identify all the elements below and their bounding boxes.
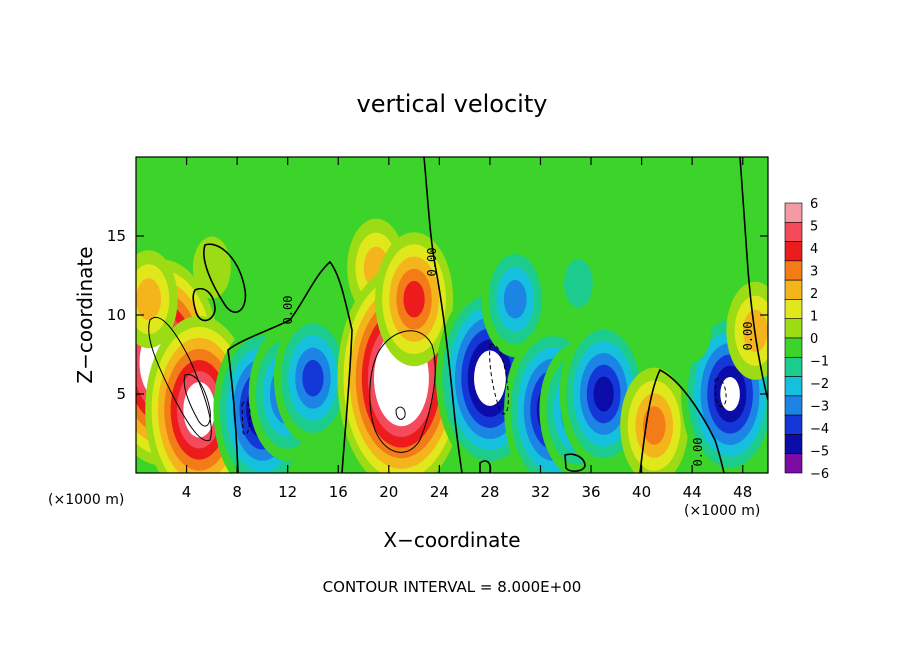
zero-contour-loop-4 <box>479 460 492 473</box>
positive-contour-left <box>148 317 212 442</box>
contour-label-1: 0.00 <box>281 296 295 325</box>
x-tick-label-20: 20 <box>379 483 398 501</box>
velocity-cell-19 <box>673 299 712 362</box>
colorbar-swatch-13 <box>784 453 803 474</box>
velocity-cell-16-band-4 <box>642 406 666 445</box>
velocity-cell-6 <box>273 311 352 446</box>
x-unit-right: (×1000 m) <box>684 503 760 519</box>
colorbar-label-2: 4 <box>810 242 818 257</box>
contour-lines-thin <box>148 317 436 453</box>
zero-contour-right <box>639 368 725 473</box>
velocity-cell-9 <box>375 232 454 367</box>
colorbar-label-8: −2 <box>810 377 829 392</box>
x-tick-label-40: 40 <box>632 483 651 501</box>
x-tick-label-32: 32 <box>531 483 550 501</box>
velocity-cell-16 <box>620 367 689 473</box>
colorbar-swatch-10 <box>784 395 803 416</box>
x-axis: 4 8 12 16 20 24 28 32 36 40 44 48 <box>182 157 752 501</box>
colorbar-label-9: −3 <box>810 400 829 415</box>
x-tick-label-8: 8 <box>232 483 242 501</box>
velocity-cell-2-band-3 <box>136 278 162 321</box>
velocity-cell-10-band-8 <box>480 361 500 395</box>
colorbar-label-4: 2 <box>810 287 818 302</box>
contour-label-group: 0.00 0.00 0.00 0.00 <box>281 248 755 467</box>
velocity-cell-3-band-1 <box>192 236 231 299</box>
colorbar-label-10: −4 <box>810 422 829 437</box>
colorbar-swatch-0 <box>784 202 803 223</box>
velocity-cell-8-band-10 <box>392 362 411 395</box>
colorbar: 6 5 4 3 2 1 0 −1 −2 −3 −4 −5 −6 <box>784 197 829 482</box>
contour-interval-note: CONTOUR INTERVAL = 8.000E+00 <box>323 578 582 596</box>
colorbar-swatch-5 <box>784 299 803 320</box>
colorbar-swatch-6 <box>784 318 803 339</box>
colorbar-swatch-1 <box>784 221 803 242</box>
colorbar-swatch-9 <box>784 376 803 397</box>
x-axis-label: X−coordinate <box>383 528 520 552</box>
velocity-cell-14-band-6 <box>593 376 614 412</box>
velocity-cell-11 <box>481 241 550 358</box>
velocity-cell-9-band-5 <box>403 280 425 318</box>
y-axis-label: Z−coordinate <box>73 246 97 383</box>
velocity-cell-19-band-1 <box>673 299 712 362</box>
velocity-cell-1-band-8 <box>189 393 209 427</box>
x-tick-label-4: 4 <box>182 483 192 501</box>
contour-lines <box>192 157 768 473</box>
colorbar-label-6: 0 <box>810 332 818 347</box>
x-tick-label-48: 48 <box>733 483 752 501</box>
chart-title: vertical velocity <box>357 90 548 118</box>
y-tick-label-15: 15 <box>107 227 126 245</box>
x-unit-left: (×1000 m) <box>48 492 124 508</box>
positive-contour-center-inner <box>395 406 406 420</box>
velocity-cell-15-band-2 <box>564 259 593 308</box>
negative-contours <box>241 343 727 436</box>
velocity-cell-3 <box>192 236 231 299</box>
velocity-cell-6-band-5 <box>302 359 324 397</box>
velocity-cell-17-band-7 <box>720 377 740 411</box>
colorbar-label-5: 1 <box>810 310 818 325</box>
zero-contour-left <box>227 260 353 473</box>
negative-contour-3 <box>714 378 727 407</box>
negative-contour-2 <box>489 343 509 415</box>
colorbar-label-1: 5 <box>810 220 818 235</box>
colorbar-swatch-11 <box>784 414 803 435</box>
colorbar-label-3: 3 <box>810 265 818 280</box>
colorbar-label-7: −1 <box>810 355 829 370</box>
x-tick-label-36: 36 <box>581 483 600 501</box>
y-axis: 5 10 15 <box>107 227 768 403</box>
x-tick-label-44: 44 <box>683 483 702 501</box>
velocity-cell-11-band-4 <box>503 279 527 319</box>
contour-label-0: 0.00 <box>425 248 439 277</box>
zero-contour-loop-3 <box>564 453 586 472</box>
zero-contour-middle <box>423 157 463 473</box>
velocity-cell-15 <box>554 243 603 324</box>
velocity-cell-17 <box>681 309 768 473</box>
colorbar-swatch-8 <box>784 356 803 377</box>
positive-contour-center <box>369 330 436 453</box>
y-tick-label-5: 5 <box>116 385 126 403</box>
y-tick-label-10: 10 <box>107 306 126 324</box>
zero-contour-loop-1 <box>203 243 247 313</box>
contour-label-3: 0.00 <box>741 322 755 351</box>
colorbar-label-12: −6 <box>810 467 829 482</box>
colorbar-label-0: 6 <box>810 197 818 212</box>
x-tick-label-12: 12 <box>278 483 297 501</box>
x-tick-label-16: 16 <box>329 483 348 501</box>
x-tick-label-24: 24 <box>430 483 449 501</box>
zero-contour-loop-2 <box>192 288 216 322</box>
x-tick-label-28: 28 <box>480 483 499 501</box>
colorbar-swatch-4 <box>784 279 803 300</box>
colorbar-swatch-7 <box>784 337 803 358</box>
colorbar-label-11: −5 <box>810 445 829 460</box>
positive-contour-left-inner <box>183 374 211 427</box>
plot-area <box>136 157 768 473</box>
colorbar-swatch-3 <box>784 260 803 281</box>
velocity-cell-18 <box>726 281 768 380</box>
colorbar-swatch-2 <box>784 241 803 262</box>
contour-label-2: 0.00 <box>691 438 705 467</box>
zero-contour-far-right <box>739 157 768 401</box>
colorbar-swatch-12 <box>784 434 803 455</box>
